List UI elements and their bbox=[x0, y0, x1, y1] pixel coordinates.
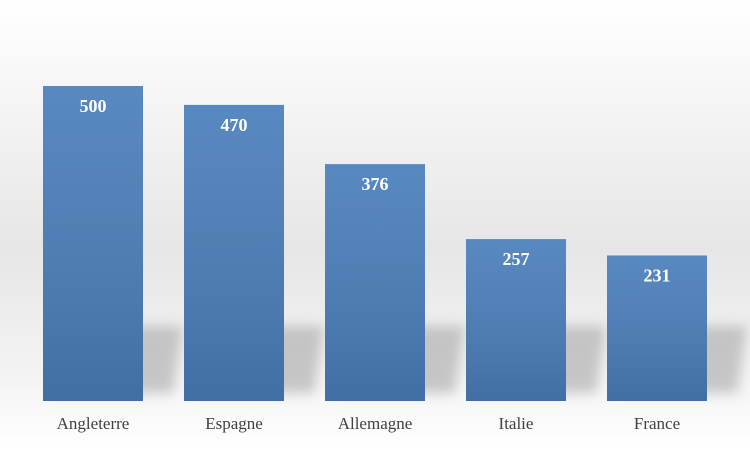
x-tick-label: Espagne bbox=[205, 414, 263, 433]
x-tick-label: France bbox=[634, 414, 680, 433]
bar bbox=[43, 86, 143, 401]
x-tick-label: Italie bbox=[499, 414, 534, 433]
bar bbox=[325, 164, 425, 401]
value-label: 376 bbox=[362, 174, 389, 194]
value-label: 231 bbox=[644, 266, 671, 286]
value-label: 257 bbox=[503, 249, 530, 269]
value-label: 470 bbox=[221, 115, 248, 135]
value-label: 500 bbox=[80, 96, 107, 116]
x-tick-label: Allemagne bbox=[338, 414, 413, 433]
bar bbox=[184, 104, 284, 402]
x-tick-label: Angleterre bbox=[57, 414, 130, 433]
